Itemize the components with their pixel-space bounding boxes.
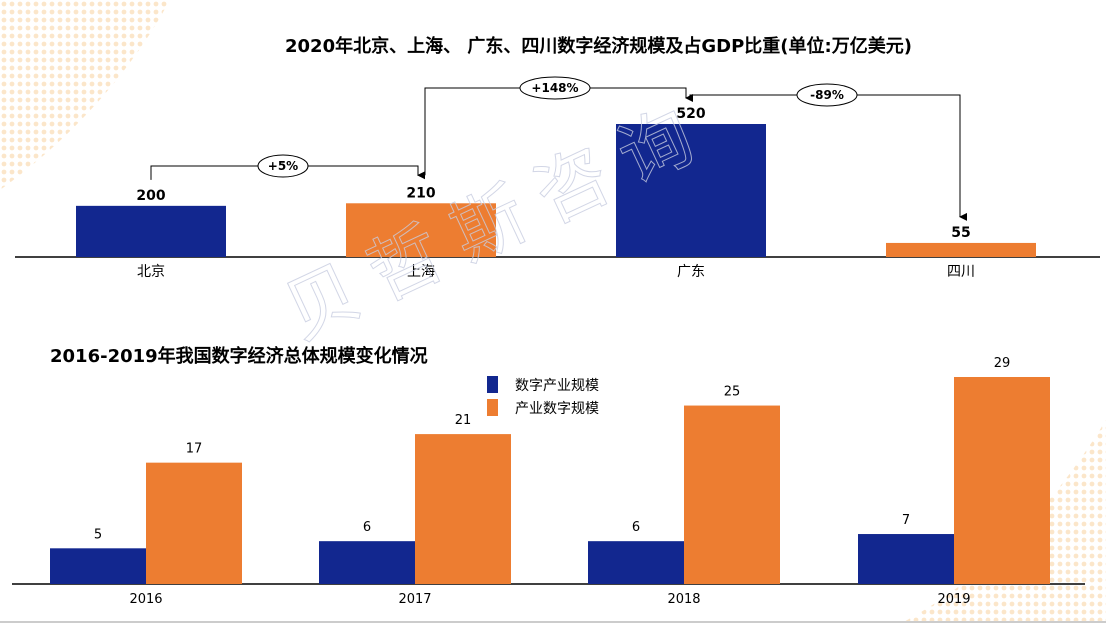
chart2-category-label: 2018 [667, 592, 700, 607]
chart1-change-label: +5% [268, 159, 298, 173]
chart2-value-label: 5 [94, 527, 102, 542]
chart2-bar-orange-2016 [146, 462, 242, 584]
legend-label: 数字产业规模 [515, 378, 599, 394]
chart1-value-label: 520 [676, 106, 705, 122]
chart2-category-label: 2016 [129, 592, 162, 607]
legend-swatch-orange [487, 399, 498, 416]
chart1-category-label: 上海 [407, 264, 435, 280]
chart2-category-label: 2017 [398, 592, 431, 607]
chart1-value-label: 55 [951, 225, 970, 241]
chart2-value-label: 21 [455, 413, 472, 428]
chart2-value-label: 29 [994, 356, 1011, 371]
chart2-bar-orange-2017 [415, 434, 511, 584]
chart2-value-label: 7 [902, 513, 910, 528]
chart1-value-label: 210 [406, 185, 435, 201]
chart1-category-label: 四川 [947, 264, 975, 280]
chart1-bar-0 [76, 205, 226, 257]
chart2-bar-blue-2019 [858, 534, 954, 584]
chart1-change-badge [257, 154, 309, 178]
chart1-category-label: 北京 [137, 264, 165, 280]
chart1-change-badge [796, 83, 858, 107]
chart1-change-label: +148% [531, 81, 578, 95]
chart2-value-label: 17 [186, 442, 203, 457]
chart1-change-badge [519, 76, 591, 100]
legend-swatch-blue [487, 376, 498, 393]
legend-label: 产业数字规模 [515, 401, 599, 417]
chart1-category-label: 广东 [677, 264, 705, 280]
chart1-bar-3 [886, 242, 1036, 257]
chart2-title: 2016-2019年我国数字经济总体规模变化情况 [50, 345, 428, 367]
decor-dots-top-left [0, 0, 170, 190]
chart1-change-label: -89% [810, 88, 844, 102]
chart1-bar-2 [616, 124, 766, 257]
decor-dots-bottom-right [900, 420, 1106, 624]
chart2-bar-blue-2017 [319, 541, 415, 584]
chart2-value-label: 6 [363, 520, 371, 535]
chart1-title: 2020年北京、上海、 广东、四川数字经济规模及占GDP比重(单位:万亿美元) [285, 35, 912, 57]
chart2-value-label: 25 [724, 385, 741, 400]
chart2-bar-orange-2018 [684, 405, 780, 584]
chart1-value-label: 200 [136, 188, 165, 204]
chart2-bar-orange-2019 [954, 377, 1050, 584]
chart2-bar-blue-2018 [588, 541, 684, 584]
chart2-category-label: 2019 [937, 592, 970, 607]
chart2-value-label: 6 [632, 520, 640, 535]
chart1-bar-1 [346, 203, 496, 257]
chart2-bar-blue-2016 [50, 548, 146, 584]
